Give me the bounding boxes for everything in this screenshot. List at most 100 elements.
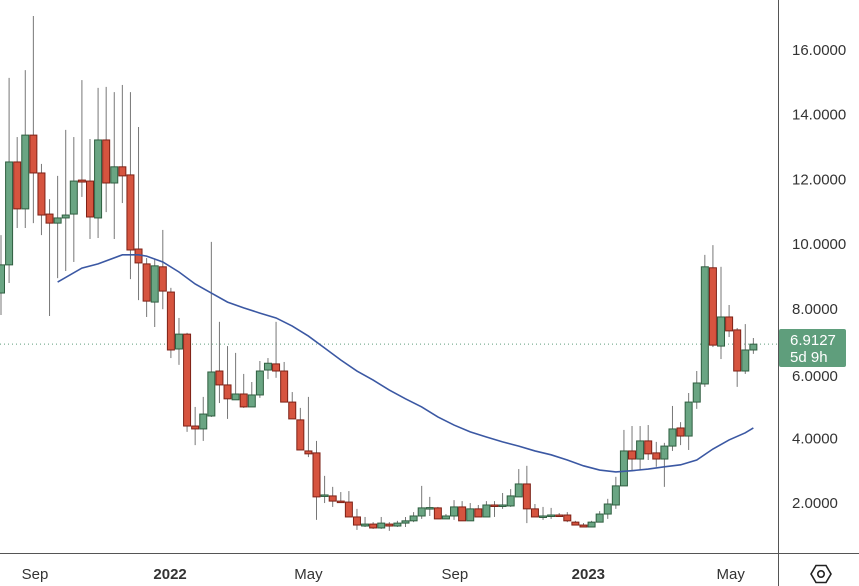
candle[interactable]	[231, 352, 240, 401]
candle[interactable]	[409, 512, 418, 523]
candle[interactable]	[660, 442, 669, 487]
candle[interactable]	[668, 405, 677, 451]
candle[interactable]	[587, 520, 596, 528]
candle[interactable]	[450, 500, 459, 520]
candle[interactable]	[676, 422, 685, 446]
candle[interactable]	[328, 486, 337, 507]
candle[interactable]	[717, 266, 726, 360]
candle[interactable]	[77, 80, 86, 197]
candle[interactable]	[692, 371, 701, 409]
candle[interactable]	[644, 425, 653, 461]
candle[interactable]	[126, 92, 135, 280]
candle[interactable]	[21, 70, 30, 228]
candle[interactable]	[628, 426, 637, 471]
candle[interactable]	[166, 287, 175, 359]
candle[interactable]	[700, 254, 709, 387]
candle[interactable]	[595, 511, 604, 523]
candle[interactable]	[223, 346, 232, 419]
candle[interactable]	[5, 77, 14, 283]
candle[interactable]	[312, 440, 321, 520]
candle[interactable]	[215, 321, 224, 404]
candle[interactable]	[579, 523, 588, 528]
candle[interactable]	[183, 332, 192, 432]
candle[interactable]	[94, 87, 103, 239]
y-axis[interactable]: 2.0000 4.0000 6.0000 8.0000 10.0000 12.0000 14…	[792, 42, 846, 512]
settings-icon[interactable]	[810, 564, 832, 584]
candle[interactable]	[555, 513, 564, 518]
candle[interactable]	[336, 492, 345, 504]
candle[interactable]	[611, 476, 620, 509]
candle[interactable]	[425, 496, 434, 516]
plot-area[interactable]	[0, 16, 778, 531]
candle[interactable]	[199, 396, 208, 441]
candle[interactable]	[417, 485, 426, 519]
candle[interactable]	[563, 512, 572, 523]
x-axis[interactable]: Sep 2022 May Sep 2023 May	[22, 566, 746, 583]
candle[interactable]	[0, 235, 5, 316]
candle[interactable]	[263, 358, 272, 380]
candle[interactable]	[288, 392, 297, 420]
candle[interactable]	[522, 465, 531, 524]
candle[interactable]	[401, 516, 410, 527]
candle[interactable]	[102, 86, 111, 213]
candle[interactable]	[490, 501, 499, 517]
candle[interactable]	[207, 241, 216, 417]
candle[interactable]	[69, 137, 78, 262]
candle[interactable]	[13, 137, 22, 228]
candle[interactable]	[272, 321, 281, 378]
candle[interactable]	[280, 361, 289, 403]
candle[interactable]	[514, 469, 523, 498]
candle[interactable]	[174, 317, 183, 365]
candle[interactable]	[61, 129, 70, 272]
candle[interactable]	[247, 382, 256, 408]
candle[interactable]	[433, 506, 442, 520]
candle[interactable]	[45, 199, 54, 316]
candle[interactable]	[150, 259, 159, 328]
candle[interactable]	[37, 163, 46, 236]
candle[interactable]	[530, 504, 539, 518]
candle[interactable]	[741, 324, 750, 374]
candle[interactable]	[377, 516, 386, 529]
candle[interactable]	[134, 127, 143, 301]
candle[interactable]	[110, 92, 119, 239]
candle[interactable]	[118, 84, 127, 204]
candle[interactable]	[85, 138, 94, 239]
candle[interactable]	[369, 522, 378, 529]
candle[interactable]	[304, 396, 313, 458]
candle[interactable]	[385, 522, 394, 531]
candle[interactable]	[191, 406, 200, 446]
candle[interactable]	[733, 327, 742, 387]
candle[interactable]	[684, 393, 693, 450]
candle[interactable]	[393, 520, 402, 527]
candle[interactable]	[636, 426, 645, 471]
candle[interactable]	[474, 504, 483, 518]
candle[interactable]	[320, 475, 329, 504]
candle[interactable]	[255, 360, 264, 398]
candle[interactable]	[652, 441, 661, 467]
candle[interactable]	[482, 501, 491, 518]
candle[interactable]	[352, 508, 361, 530]
candle[interactable]	[142, 258, 151, 317]
candle[interactable]	[539, 506, 548, 520]
candle[interactable]	[158, 229, 167, 310]
candle[interactable]	[53, 175, 62, 279]
candle[interactable]	[239, 373, 248, 408]
candle[interactable]	[296, 407, 305, 451]
candle[interactable]	[498, 493, 507, 509]
candle[interactable]	[749, 338, 758, 354]
candle-body-down	[142, 263, 151, 302]
candle[interactable]	[547, 507, 556, 519]
candle[interactable]	[344, 491, 353, 518]
candle[interactable]	[571, 520, 580, 526]
candle[interactable]	[458, 501, 467, 522]
candle[interactable]	[506, 489, 515, 507]
candle[interactable]	[725, 304, 734, 338]
candle[interactable]	[361, 516, 370, 527]
candle[interactable]	[708, 245, 717, 348]
candle[interactable]	[466, 503, 475, 522]
candle[interactable]	[603, 498, 612, 519]
candle[interactable]	[29, 16, 38, 224]
candle[interactable]	[441, 514, 450, 520]
candle[interactable]	[619, 429, 628, 487]
